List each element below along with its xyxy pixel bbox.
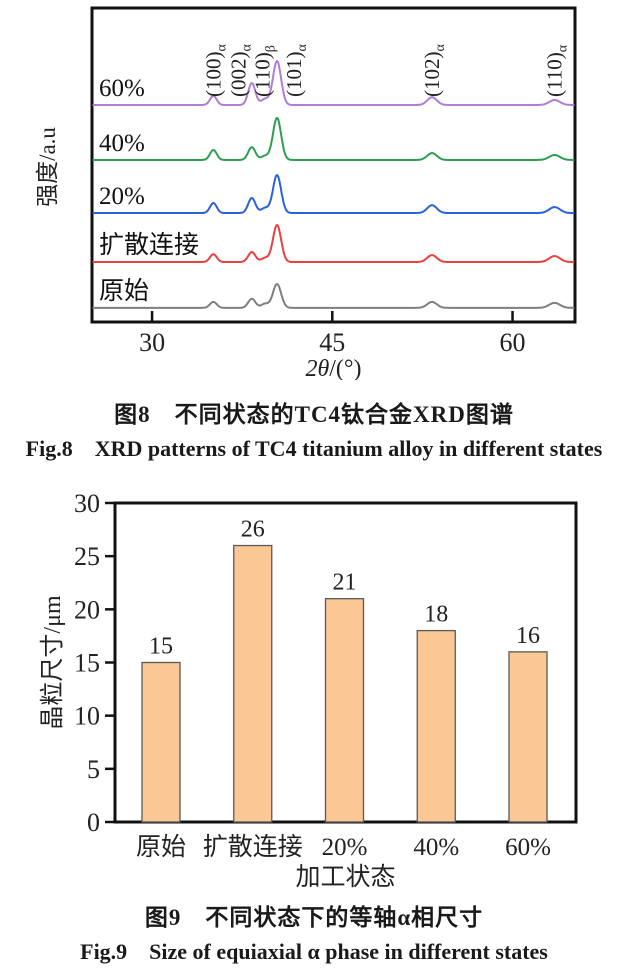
xrd-x-tick-label: 60 (500, 328, 526, 357)
xrd-series-line-1 (92, 117, 575, 161)
bar-0 (141, 661, 181, 823)
svg-text:(110)α: (110)α (543, 44, 571, 97)
xrd-x-tick-label: 30 (139, 328, 165, 357)
bar-y-tick-label: 15 (74, 649, 100, 678)
bar-y-tick-label: 20 (74, 595, 100, 624)
xrd-peak-label-4: (102)α (420, 44, 448, 98)
bar-1 (233, 544, 273, 823)
grain-size-bar-chart: 0 5 10 15 20 25 30 15 原始 26 扩散连接 21 20% 18 40% 16 60% 加工状… (39, 489, 578, 891)
xrd-peak-label-1: (002)α (227, 44, 255, 98)
bar-3 (416, 629, 456, 823)
xrd-x-tick-label: 45 (319, 328, 345, 357)
bar-value-label-2: 21 (333, 570, 357, 596)
xrd-series-label-2: 20% (99, 183, 145, 210)
xrd-series-line-4 (92, 283, 575, 309)
xrd-plot-frame (90, 6, 577, 324)
bar-y-tick-label: 5 (87, 755, 100, 784)
bar-value-label-3: 18 (424, 602, 448, 628)
svg-text:(002)α: (002)α (227, 44, 255, 98)
bar-2 (324, 598, 365, 823)
svg-text:(110)β: (110)β (251, 45, 279, 97)
xrd-series-line-2 (92, 174, 575, 214)
svg-text:(102)α: (102)α (420, 44, 448, 98)
bar-y-tick-label: 30 (74, 489, 100, 518)
bar-category-label-1: 扩散连接 (203, 833, 303, 861)
bar-category-label-0: 原始 (136, 833, 186, 861)
bar-value-label-4: 16 (516, 623, 540, 649)
xrd-peak-label-0: (100)α (201, 44, 229, 98)
fig9-caption-cn: 图9 不同状态下的等轴α相尺寸 (144, 905, 484, 930)
bar-y-tick-label: 10 (74, 702, 100, 731)
xrd-chart: 30 45 602θ/(°)强度/a.u60%40%20%扩散连接原始(100)α(… (35, 6, 577, 380)
svg-text:(100)α: (100)α (201, 44, 229, 98)
xrd-y-axis-label: 强度/a.u (35, 127, 60, 207)
bar-y-axis-label: 晶粒尺寸/μm (39, 595, 66, 730)
xrd-series-label-0: 60% (99, 75, 145, 102)
bar-category-label-4: 60% (505, 834, 551, 861)
svg-text:(101)α: (101)α (282, 44, 310, 98)
xrd-series-label-3: 扩散连接 (99, 231, 199, 259)
bar-value-label-0: 15 (149, 634, 173, 660)
fig8-caption-cn: 图8 不同状态的TC4钛合金XRD图谱 (114, 402, 514, 427)
xrd-peak-label-3: (101)α (282, 44, 310, 98)
xrd-series-label-1: 40% (99, 130, 145, 157)
xrd-series-label-4: 原始 (99, 277, 149, 305)
bar-y-tick-label: 25 (74, 542, 100, 571)
bar-category-label-2: 20% (322, 834, 368, 861)
xrd-series-line-3 (92, 224, 575, 263)
xrd-x-axis-label: 2θ/(°) (305, 356, 361, 380)
bar-value-label-1: 26 (241, 517, 265, 543)
bar-4 (508, 651, 548, 823)
xrd-peak-label-2: (110)β (251, 45, 279, 97)
bar-x-axis-label: 加工状态 (295, 863, 395, 891)
xrd-series-line-0 (92, 60, 575, 106)
bar-y-tick-label: 0 (87, 808, 100, 837)
bar-category-label-3: 40% (413, 834, 459, 861)
fig9-caption-en: Fig.9 Size of equiaxial α phase in diffe… (80, 939, 548, 964)
xrd-peak-label-5: (110)α (543, 44, 571, 97)
fig8-caption-en: Fig.8 XRD patterns of TC4 titanium alloy… (25, 436, 603, 461)
